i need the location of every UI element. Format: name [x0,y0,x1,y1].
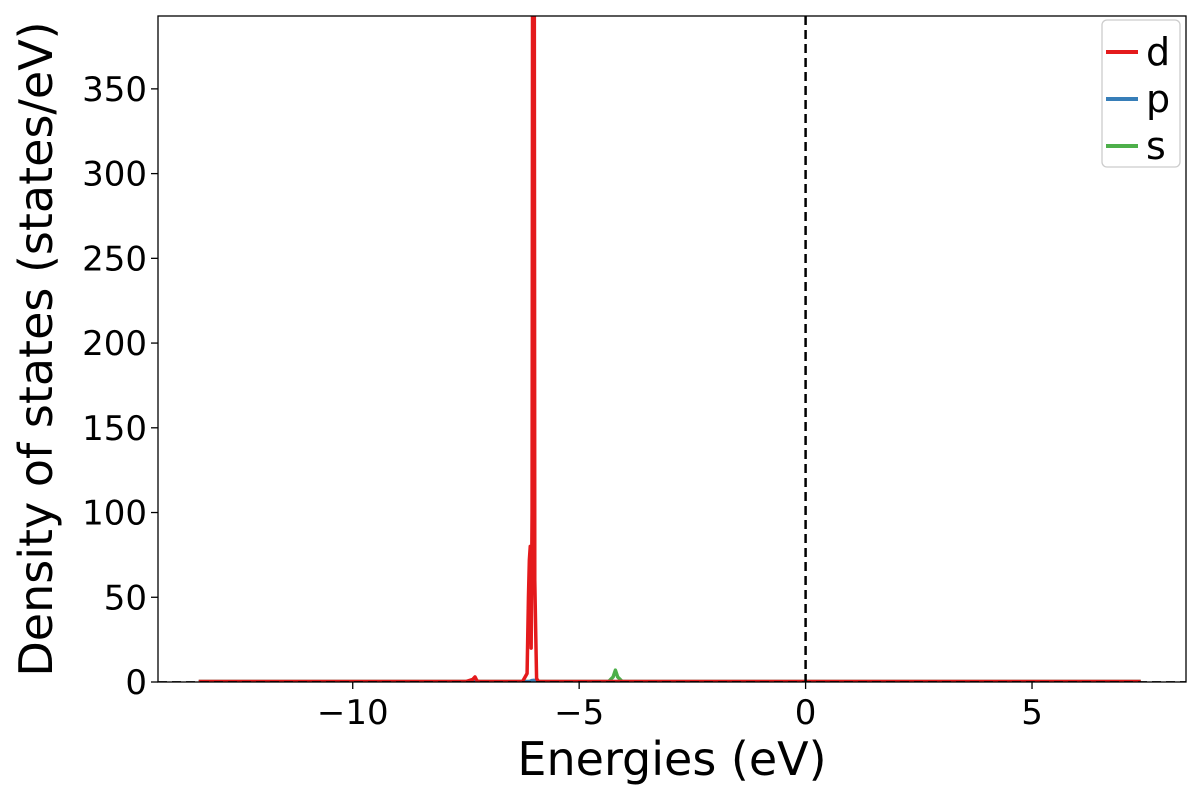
y-tick-label: 150 [82,409,147,449]
legend-label-d: d [1146,30,1170,74]
x-tick-label: −10 [317,693,389,733]
legend-label-s: s [1146,124,1166,168]
y-tick-label: 0 [125,663,147,703]
x-tick-label: 5 [1021,693,1043,733]
series-line-d [198,16,1141,682]
y-tick-label: 100 [82,494,147,534]
y-tick-label: 50 [104,578,147,618]
x-tick-label: 0 [795,693,817,733]
y-tick-label: 250 [82,239,147,279]
y-axis-label: Density of states (states/eV) [9,21,63,676]
legend: dps [1101,19,1181,168]
y-tick-label: 300 [82,155,147,195]
legend-box [1101,19,1181,168]
x-axis-label: Energies (eV) [517,732,826,786]
series-layer [198,16,1141,682]
y-axis: 0 50 100 150 200 250 300 350 [82,70,158,703]
y-tick-label: 350 [82,70,147,110]
plot-frame [157,15,1187,683]
x-axis: −10 −5 0 5 [317,682,1043,733]
x-tick-label: −5 [554,693,604,733]
reference-lines [158,16,1186,682]
y-tick-label: 200 [82,324,147,364]
legend-label-p: p [1146,77,1170,121]
